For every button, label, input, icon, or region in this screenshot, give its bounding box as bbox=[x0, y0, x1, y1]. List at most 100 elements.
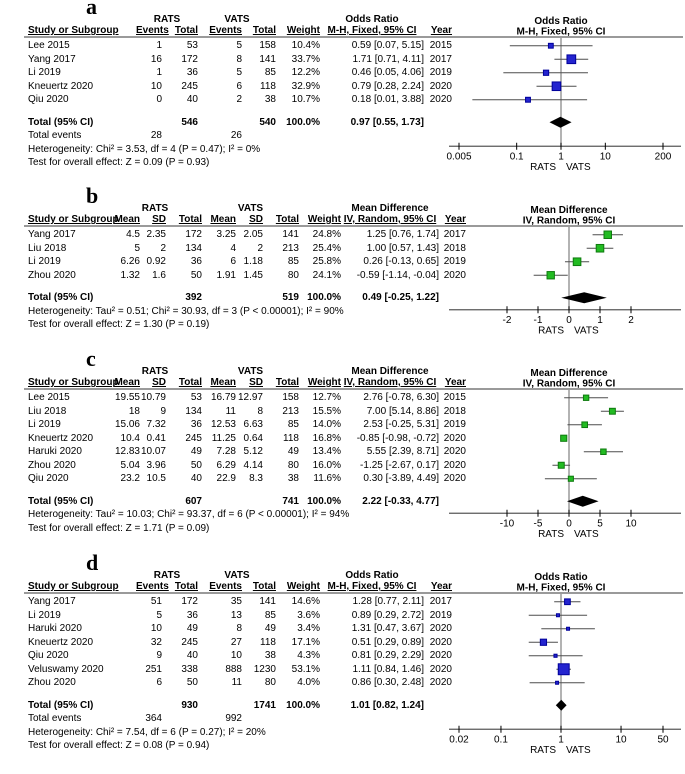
tick-label: -2 bbox=[503, 315, 512, 326]
group1-value: 172 bbox=[181, 596, 198, 607]
ci-value: 0.51 [0.29, 0.89] bbox=[351, 636, 424, 648]
year-value: 2018 bbox=[443, 242, 466, 254]
group2-header: VATS bbox=[237, 203, 264, 214]
total-events-group1: 364 bbox=[145, 713, 162, 724]
table-row: Li 2019 6.26 0.92 36 6 1.18 85 25.8% 0.26 [-0.13… bbox=[28, 255, 466, 269]
year-value: 2020 bbox=[429, 94, 452, 105]
year-value: 2020 bbox=[429, 677, 452, 688]
effect-square bbox=[566, 626, 571, 631]
total-ci: 2.22 [-0.33, 4.77] bbox=[362, 495, 439, 507]
stats-table: RATS VATS Mean Difference Study or Subgroup… bbox=[0, 354, 685, 544]
pooled-diamond bbox=[555, 699, 567, 711]
study-name: Qiu 2020 bbox=[28, 473, 69, 484]
group2-value: 3.25 bbox=[216, 229, 236, 240]
study-name: Kneuertz 2020 bbox=[28, 636, 94, 648]
panel-letter: b bbox=[86, 183, 99, 208]
favours-right-label: VATS bbox=[574, 325, 599, 336]
header-row: RATS VATS Odds Ratio bbox=[28, 570, 452, 581]
group1-value: 18 bbox=[128, 405, 140, 417]
year-value: 2019 bbox=[443, 256, 466, 267]
group1-col-header: Mean bbox=[114, 214, 140, 225]
ci-value: 1.71 [0.71, 4.11] bbox=[352, 53, 424, 65]
group2-value: 7.28 bbox=[216, 446, 236, 457]
favours-right-label: VATS bbox=[566, 162, 591, 173]
group1-value: 0 bbox=[156, 94, 162, 105]
study-name: Qiu 2020 bbox=[28, 650, 69, 661]
total-weight: 100.0% bbox=[307, 292, 341, 303]
group2-value: 35 bbox=[230, 596, 242, 607]
weight-column-header: Weight bbox=[286, 25, 320, 36]
year-value: 2020 bbox=[443, 473, 466, 484]
group2-value: 85 bbox=[287, 419, 299, 430]
effect-square bbox=[560, 434, 568, 442]
table-row: Haruki 2020 12.83 10.07 49 7.28 5.12 49 13.4% 5.… bbox=[28, 445, 466, 459]
plot-effect-title: Mean Difference bbox=[530, 368, 608, 379]
total-label: Total (95% CI) bbox=[28, 292, 94, 303]
year-value: 2020 bbox=[429, 80, 452, 92]
table-row: Qiu 2020 23.2 10.5 40 22.9 8.3 38 11.6% 0.30 [-3… bbox=[28, 472, 466, 486]
group1-value: 36 bbox=[186, 67, 198, 78]
plot-effect-method: M-H, Fixed, 95% CI bbox=[517, 27, 606, 38]
table-row: Kneuertz 2020 32 245 27 118 17.1% 0.51 [0.29, … bbox=[28, 636, 452, 650]
weight-value: 17.1% bbox=[291, 636, 320, 648]
effect-square bbox=[572, 257, 582, 267]
total-events-group2: 26 bbox=[230, 130, 242, 141]
effect-square bbox=[553, 653, 558, 658]
heterogeneity-text: Heterogeneity: Tau² = 0.51; Chi² = 30.93… bbox=[28, 305, 344, 317]
group2-value: 8 bbox=[236, 53, 242, 65]
table-row: Liu 2018 18 9 134 11 8 213 15.5% 7.00 [5.14, 8.8… bbox=[28, 405, 466, 419]
study-name: Liu 2018 bbox=[28, 242, 67, 254]
tick-label: 10 bbox=[615, 734, 627, 745]
group2-value: 6 bbox=[236, 80, 242, 92]
weight-column-header: Weight bbox=[307, 377, 341, 388]
group1-value: 0.92 bbox=[146, 256, 166, 267]
group2-col-header: SD bbox=[249, 214, 263, 225]
effect-title: Mean Difference bbox=[351, 366, 429, 377]
header-row: RATS VATS Mean Difference bbox=[28, 366, 466, 377]
ci-value: 2.76 [-0.78, 6.30] bbox=[363, 392, 439, 403]
ci-value: 0.59 [0.07, 5.15] bbox=[351, 40, 424, 51]
tick-label: -1 bbox=[534, 315, 543, 326]
study-name: Yang 2017 bbox=[28, 596, 76, 607]
tick-label: 0.02 bbox=[449, 734, 469, 745]
pooled-diamond bbox=[561, 292, 607, 304]
effect-square bbox=[542, 69, 550, 76]
group2-col-header: Total bbox=[275, 214, 299, 225]
pooled-diamond bbox=[549, 116, 572, 128]
weight-value: 16.8% bbox=[312, 432, 341, 444]
heterogeneity-text: Heterogeneity: Chi² = 3.53, df = 4 (P = … bbox=[28, 143, 261, 155]
favours-left-label: RATS bbox=[530, 162, 556, 173]
header-row: RATS VATS Mean Difference bbox=[28, 203, 466, 214]
overall-test-text: Test for overall effect: Z = 0.09 (P = 0… bbox=[28, 157, 210, 168]
year-value: 2020 bbox=[429, 663, 452, 675]
ci-value: 0.46 [0.05, 4.06] bbox=[351, 67, 424, 78]
tick-label: 0 bbox=[566, 315, 572, 326]
group2-value: 8.3 bbox=[249, 473, 263, 484]
year-column-header: Year bbox=[444, 214, 466, 225]
year-value: 2017 bbox=[443, 229, 466, 240]
table-row: Total (95% CI) 607 741 100.0% 2.22 [-0.33, 4… bbox=[28, 495, 466, 509]
effect-title: Mean Difference bbox=[351, 203, 429, 214]
total-group2: 519 bbox=[282, 292, 299, 303]
effect-method-header: M-H, Fixed, 95% CI bbox=[327, 581, 417, 592]
group1-value: 12.83 bbox=[114, 446, 140, 457]
header-row: Study or Subgroup Mean SD Total Mean SD Total W… bbox=[28, 214, 466, 225]
group2-value: 118 bbox=[260, 80, 276, 92]
group2-value: 4 bbox=[230, 242, 236, 254]
group1-value: 50 bbox=[186, 677, 198, 688]
favours-left-label: RATS bbox=[538, 529, 564, 540]
total-group2: 741 bbox=[282, 495, 299, 507]
study-name: Zhou 2020 bbox=[28, 269, 76, 281]
ci-value: -1.25 [-2.67, 0.17] bbox=[360, 459, 439, 471]
ci-value: 1.11 [0.84, 1.46] bbox=[352, 663, 424, 675]
group2-value: 213 bbox=[282, 405, 299, 417]
year-value: 2020 bbox=[443, 269, 466, 281]
study-name: Li 2019 bbox=[28, 67, 61, 78]
ci-value: -0.59 [-1.14, -0.04] bbox=[356, 269, 439, 281]
group2-col-header: Mean bbox=[210, 377, 236, 388]
effect-square bbox=[555, 680, 560, 685]
year-value: 2019 bbox=[429, 67, 452, 78]
total-ci: 0.49 [-0.25, 1.22] bbox=[362, 292, 439, 303]
plot-effect-method: IV, Random, 95% CI bbox=[523, 379, 616, 390]
